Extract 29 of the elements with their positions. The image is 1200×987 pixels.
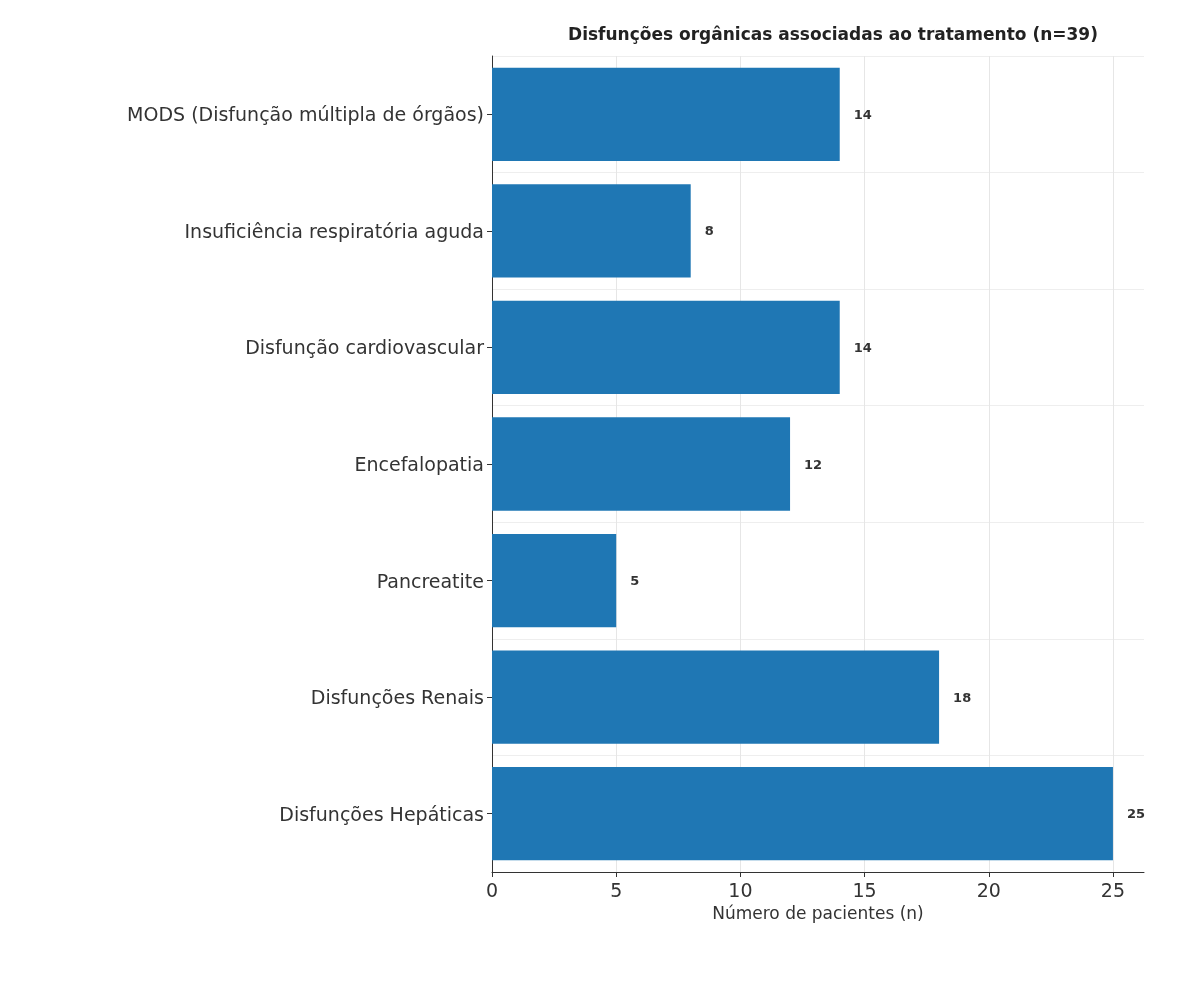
- bar: [492, 533, 617, 628]
- x-tick-label: 15: [852, 878, 877, 901]
- bar: [492, 67, 840, 161]
- y-tick-label: Encefalopatia: [354, 453, 484, 475]
- x-tick-label: 10: [728, 878, 753, 901]
- y-tick-label: Disfunções Hepáticas: [279, 802, 484, 825]
- data-label: 5: [630, 573, 640, 589]
- data-label: 25: [1126, 806, 1146, 822]
- x-tick-label: 25: [1100, 878, 1126, 901]
- bar: [492, 767, 1113, 861]
- y-tick-label: Insuficiência respiratória aguda: [184, 219, 484, 242]
- data-label: 14: [853, 106, 872, 122]
- y-tick-label: Pancreatite: [376, 569, 484, 592]
- data-label: 8: [704, 223, 714, 239]
- x-tick-label: 0: [485, 878, 499, 901]
- bar: [492, 417, 791, 511]
- data-label: 18: [953, 689, 972, 705]
- bar: [492, 650, 940, 744]
- x-axis-title: Número de pacientes (n): [712, 902, 924, 923]
- y-tick-label: Disfunção cardiovascular: [245, 336, 485, 359]
- chart-title: Disfunções orgânicas associadas ao tratamento (n=39): [568, 23, 1098, 44]
- y-tick-label: Disfunções Renais: [310, 686, 484, 709]
- x-tick-label: 20: [976, 878, 1001, 901]
- data-label: 12: [804, 456, 823, 472]
- x-tick-label: 5: [610, 878, 623, 901]
- bar: [492, 184, 691, 278]
- bar: [492, 300, 840, 395]
- data-label: 14: [853, 339, 872, 355]
- y-tick-label: MODS (Disfunção múltipla de órgãos): [127, 103, 484, 126]
